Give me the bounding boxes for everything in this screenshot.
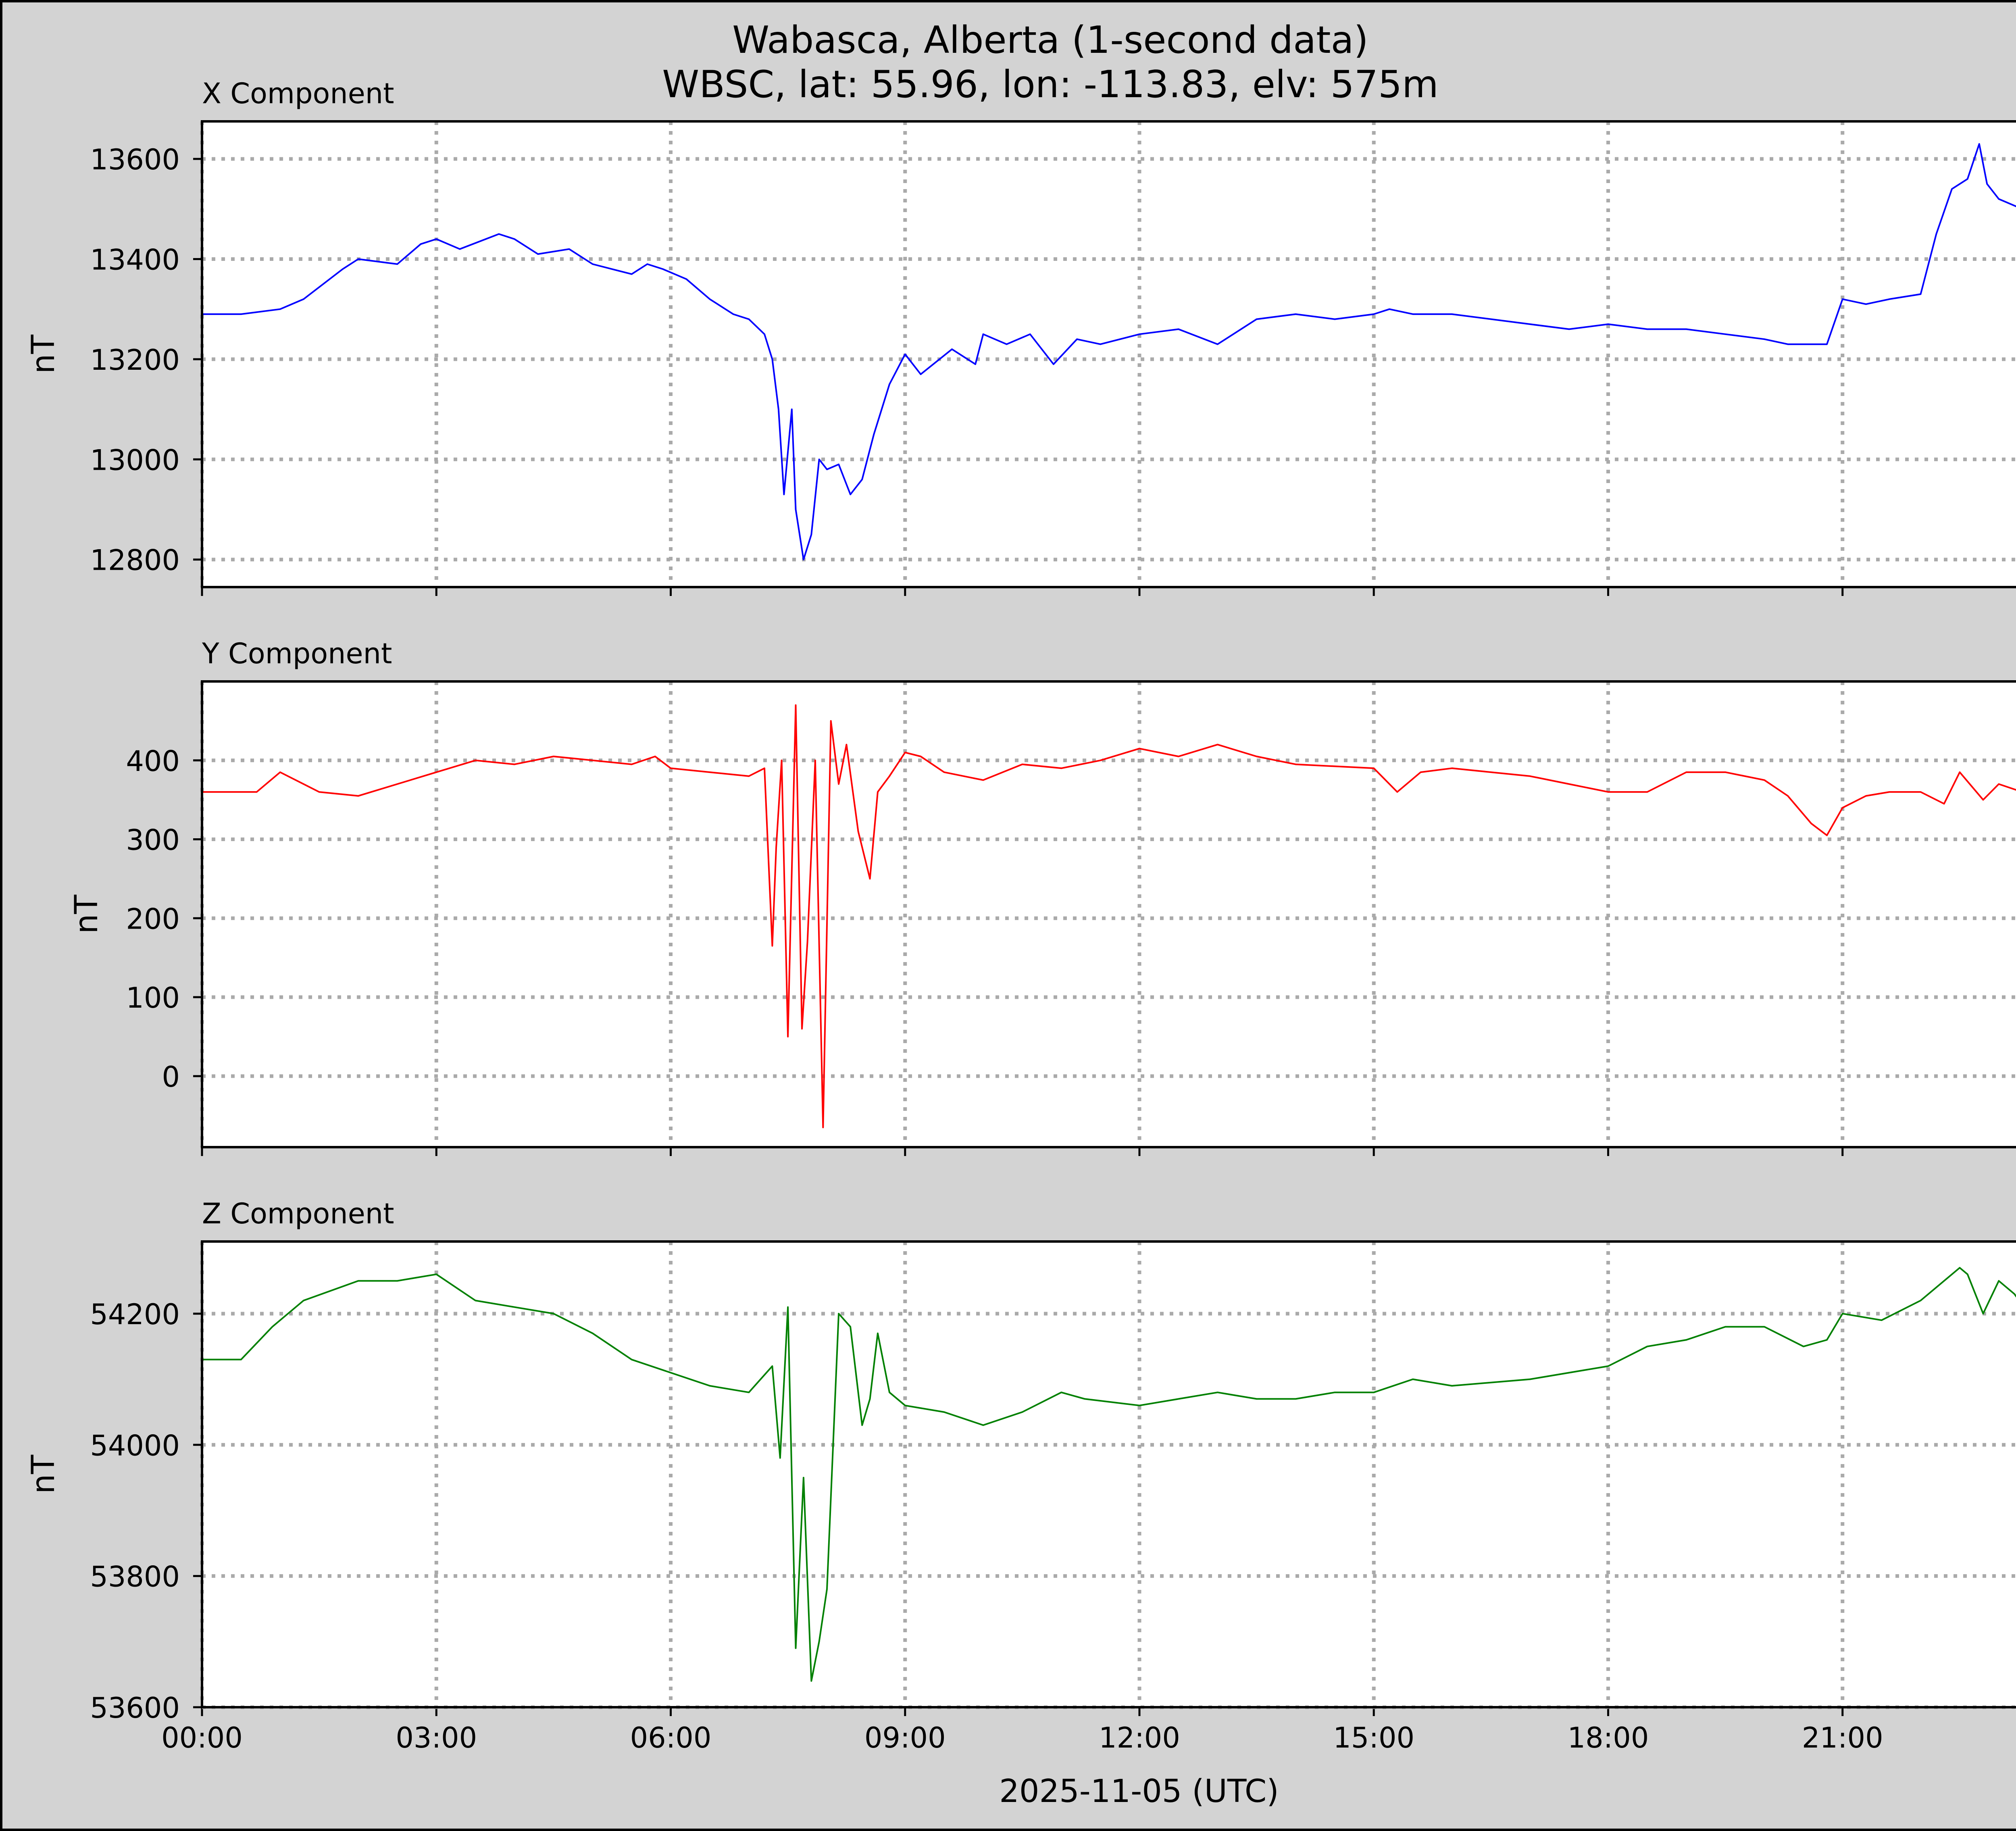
y-component-series-line [202, 704, 2016, 1129]
figure-title-line2: WBSC, lat: 55.96, lon: -113.83, elv: 575… [662, 62, 1438, 106]
y-component-ytick-label: 300 [126, 824, 180, 857]
x-component-ytick-label: 12800 [90, 544, 180, 577]
y-component-plot-border [201, 680, 2016, 1148]
z-component-xtick-label: 09:00 [864, 1721, 946, 1754]
figure-title-line1: Wabasca, Alberta (1-second data) [732, 18, 1368, 62]
x-component-plot-area [201, 120, 2016, 588]
x-component-plot-border [201, 120, 2016, 588]
x-component-ylabel: nT [25, 335, 62, 374]
x-component-ytick-label: 13000 [90, 444, 180, 477]
panels-group: 12800 13000 13200 13400 13600 X Component nT 0 1… [25, 77, 2016, 1754]
z-component-xtick-label: 03:00 [396, 1721, 477, 1754]
z-component-title: Z Component [202, 1197, 394, 1230]
z-component-xtick-label: 18:00 [1568, 1721, 1649, 1754]
z-component-xtick-label: 12:00 [1099, 1721, 1180, 1754]
y-component-ylabel: nT [69, 895, 105, 934]
x-component-series-line [202, 143, 2016, 560]
y-component-ytick-label: 100 [126, 981, 180, 1014]
z-component-plot-border [201, 1240, 2016, 1708]
z-component-xtick-label: 06:00 [630, 1721, 712, 1754]
z-component-ytick-label: 54000 [90, 1429, 180, 1462]
y-component-ytick-label: 200 [126, 902, 180, 935]
x-component-title: X Component [202, 77, 394, 110]
y-component-title: Y Component [202, 637, 392, 670]
x-component-ytick-label: 13600 [90, 143, 180, 176]
z-component-series-line [202, 1267, 2016, 1682]
y-component-ytick-label: 0 [162, 1060, 180, 1094]
y-component-ytick-label: 400 [126, 745, 180, 778]
z-component-xtick-label: 21:00 [1802, 1721, 1883, 1754]
z-component-ytick-label: 54200 [90, 1298, 180, 1331]
z-component-ytick-label: 53800 [90, 1560, 180, 1594]
z-component-ytick-label: 53600 [90, 1691, 180, 1725]
z-component-xtick-label: 00:00 [161, 1721, 243, 1754]
x-axis-label: 2025-11-05 (UTC) [999, 1773, 1279, 1810]
z-component-plot-area [201, 1240, 2016, 1708]
x-component-ytick-label: 13200 [90, 344, 180, 377]
z-component-ylabel: nT [25, 1455, 62, 1494]
z-component-xtick-label: 15:00 [1333, 1721, 1414, 1754]
x-component-ytick-label: 13400 [90, 244, 180, 277]
